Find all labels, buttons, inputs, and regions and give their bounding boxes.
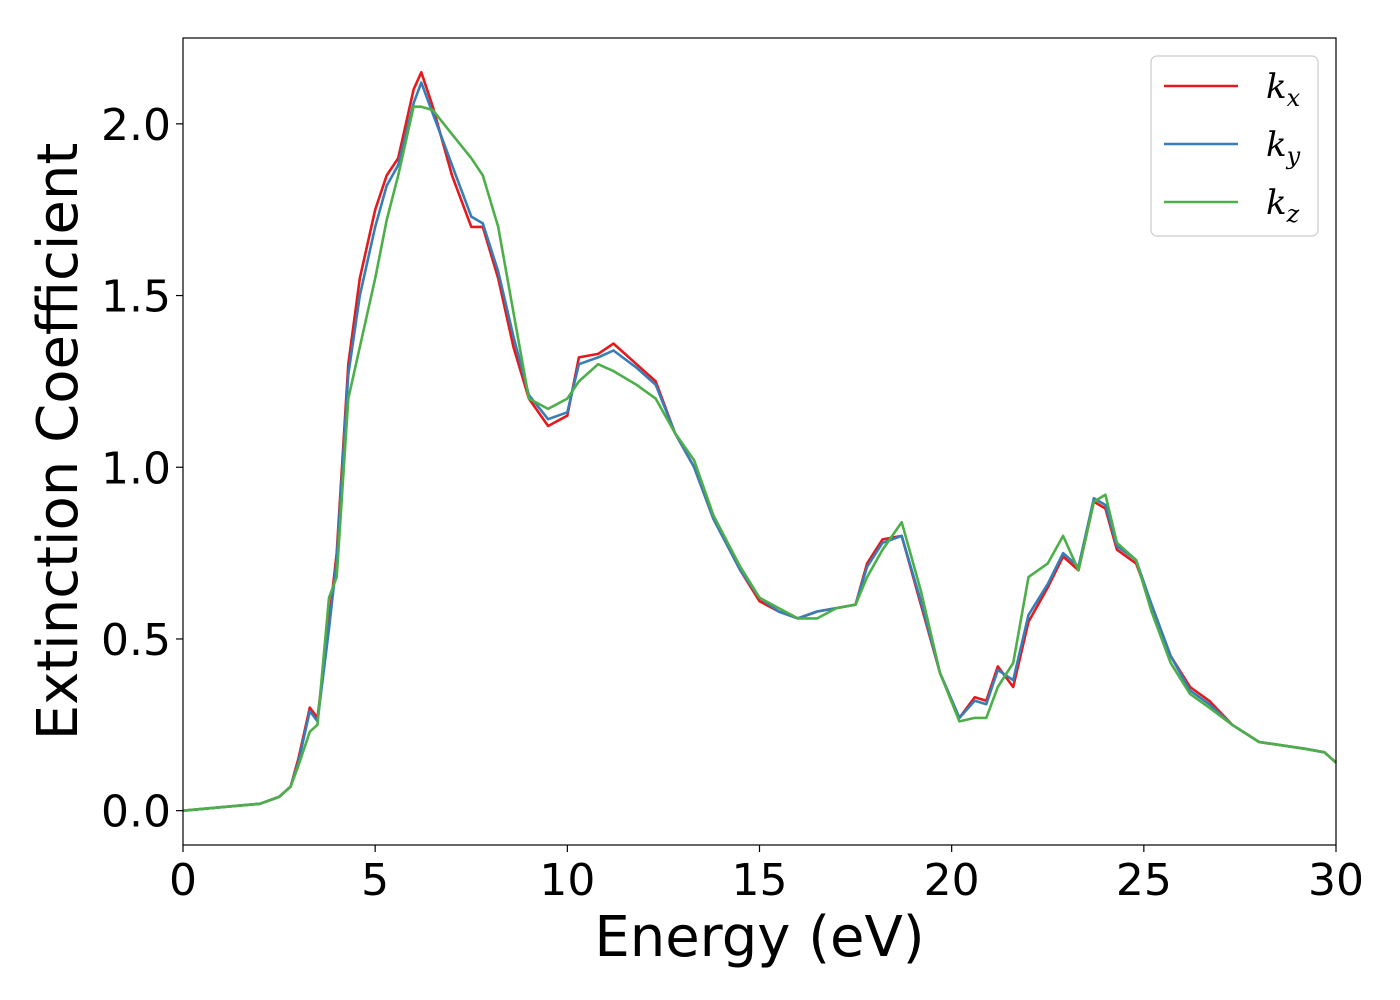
- x-tick-label: 5: [361, 855, 389, 906]
- y-tick-label: 1.5: [101, 272, 171, 323]
- y-axis-label: Extinction Coefficient: [26, 143, 91, 741]
- x-tick-label: 0: [169, 855, 197, 906]
- x-tick-label: 30: [1308, 855, 1364, 906]
- x-tick-label: 20: [924, 855, 980, 906]
- series-layer: [182, 71, 1337, 812]
- x-tick-label: 15: [732, 855, 788, 906]
- y-tick-label: 2.0: [101, 100, 171, 151]
- series-line-k_y: [182, 81, 1337, 812]
- series-line-k_z: [182, 105, 1337, 812]
- x-tick-label: 10: [539, 855, 595, 906]
- legend: kx ky kz: [1150, 55, 1319, 237]
- legend-box: [1150, 55, 1319, 237]
- legend-label: ky: [1266, 125, 1301, 170]
- y-tick-label: 0.5: [101, 615, 171, 666]
- legend-label: kz: [1266, 183, 1300, 228]
- y-tick-label: 1.0: [101, 443, 171, 494]
- ticks-layer: 0 5 10 15 20 25 30 0.0 0.5 1.0 1.5 2.0: [101, 100, 1364, 906]
- legend-label: kx: [1266, 67, 1301, 112]
- x-tick-label: 25: [1116, 855, 1172, 906]
- y-tick-label: 0.0: [101, 787, 171, 838]
- x-axis-label: Energy (eV): [594, 905, 924, 970]
